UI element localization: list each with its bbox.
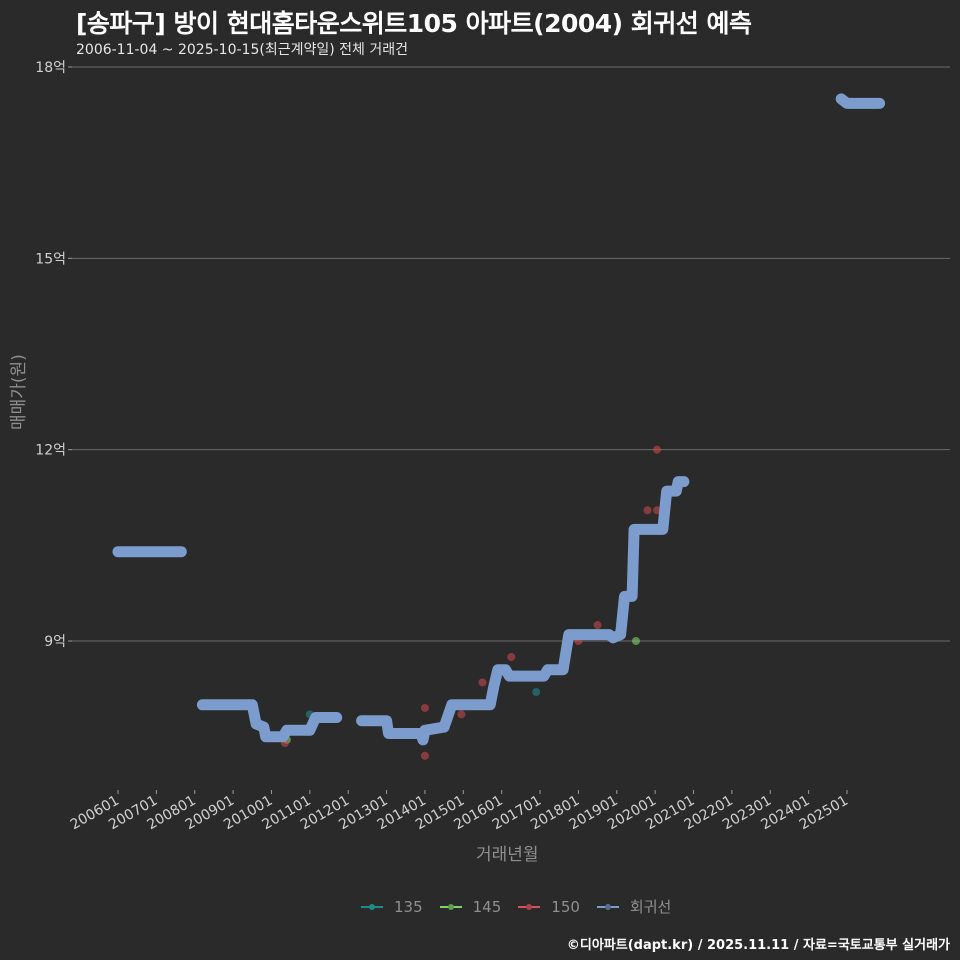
legend-label: 135 [394, 897, 423, 916]
data-point-150 [420, 703, 429, 712]
y-tick-label: 18억 [35, 60, 66, 76]
data-point-150 [457, 710, 466, 719]
chart-subtitle: 2006-11-04 ~ 2025-10-15(최근계약일) 전체 거래건 [76, 42, 408, 58]
legend-item-135[interactable]: 135 [360, 898, 423, 916]
data-point-135 [532, 688, 541, 697]
legend: 135 145 150 회귀선 [360, 896, 679, 917]
regression-line [356, 476, 690, 746]
legend-item-145[interactable]: 145 [439, 897, 502, 916]
data-point-150 [643, 506, 652, 515]
legend-label: 150 [551, 897, 580, 916]
data-point-145 [631, 637, 640, 645]
y-axis-label: 매매가(원) [9, 354, 29, 430]
x-axis-label: 거래년월 [476, 845, 539, 865]
data-point-150 [507, 652, 516, 661]
legend-swatch-135-icon [361, 903, 383, 910]
source-credit: ©디아파트(dapt.kr) / 2025.11.11 / 자료=국토교통부 실… [566, 938, 950, 953]
y-tick-label: 12억 [35, 443, 66, 459]
y-tick-label: 15억 [35, 251, 66, 267]
data-point-150 [420, 751, 429, 760]
regression-line [196, 699, 343, 743]
legend-swatch-145-icon [439, 903, 462, 910]
data-point-150 [593, 621, 602, 630]
legend-swatch-regression-icon [596, 903, 619, 910]
y-tick-label: 9억 [44, 634, 66, 650]
chart-title: [송파구] 방이 현대홈타운스위트105 아파트(2004) 회귀선 예측 [76, 9, 752, 38]
regression-line [835, 93, 886, 109]
legend-swatch-150-icon [518, 903, 541, 910]
data-point-150 [653, 445, 662, 454]
legend-item-150[interactable]: 150 [517, 898, 580, 916]
legend-item-regression[interactable]: 회귀선 [596, 896, 671, 917]
legend-label: 145 [472, 897, 502, 916]
data-point-150 [478, 678, 487, 687]
legend-label: 회귀선 [629, 898, 672, 916]
